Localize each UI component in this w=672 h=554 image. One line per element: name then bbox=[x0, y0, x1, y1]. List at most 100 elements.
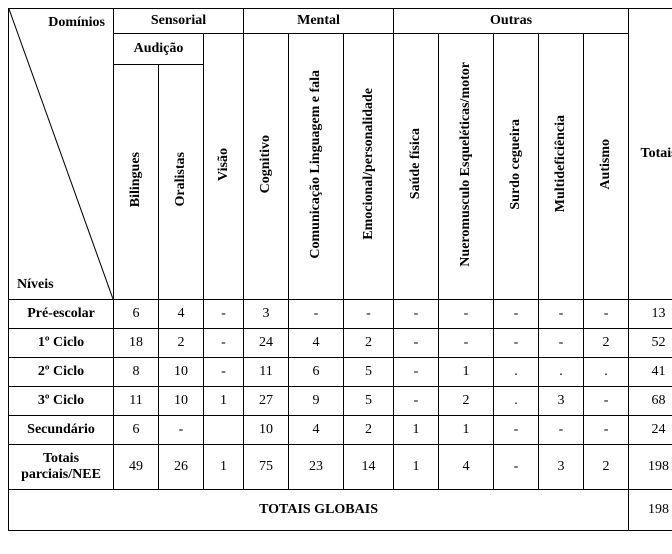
data-cell: 24 bbox=[629, 416, 672, 445]
data-cell: 1 bbox=[439, 358, 494, 387]
row-label: 1º Ciclo bbox=[9, 329, 114, 358]
table-row: 3º Ciclo111012795-2.3-68 bbox=[9, 387, 672, 416]
data-cell: 2 bbox=[159, 329, 204, 358]
data-cell bbox=[204, 416, 244, 445]
data-cell: . bbox=[494, 387, 539, 416]
data-cell: - bbox=[439, 329, 494, 358]
data-cell: - bbox=[494, 329, 539, 358]
data-cell: 10 bbox=[159, 358, 204, 387]
totais-globais-value: 198 bbox=[629, 490, 672, 531]
data-cell: 5 bbox=[344, 358, 394, 387]
data-cell: 5 bbox=[344, 387, 394, 416]
data-cell: . bbox=[494, 358, 539, 387]
data-cell: - bbox=[344, 300, 394, 329]
col-comunicacao: Comunicação Linguagem e fala bbox=[289, 34, 344, 300]
data-cell: - bbox=[204, 329, 244, 358]
data-cell: - bbox=[159, 416, 204, 445]
row-label: Secundário bbox=[9, 416, 114, 445]
data-cell: - bbox=[394, 358, 439, 387]
data-cell: 1 bbox=[394, 416, 439, 445]
data-cell: 10 bbox=[159, 387, 204, 416]
data-cell: - bbox=[539, 329, 584, 358]
row-label: 3º Ciclo bbox=[9, 387, 114, 416]
data-cell: 4 bbox=[289, 329, 344, 358]
totais-globais-label: TOTAIS GLOBAIS bbox=[9, 490, 629, 531]
data-cell: 68 bbox=[629, 387, 672, 416]
data-cell: 2 bbox=[344, 416, 394, 445]
data-cell: - bbox=[289, 300, 344, 329]
corner-cell: Domínios Níveis bbox=[9, 9, 114, 300]
data-cell: - bbox=[584, 300, 629, 329]
data-cell: 1 bbox=[394, 445, 439, 490]
row-label: 2º Ciclo bbox=[9, 358, 114, 387]
table-body: Pré-escolar64-3-------131º Ciclo182-2442… bbox=[9, 300, 672, 490]
data-cell: 6 bbox=[114, 416, 159, 445]
data-cell: 4 bbox=[289, 416, 344, 445]
data-cell: 49 bbox=[114, 445, 159, 490]
data-cell: 3 bbox=[539, 445, 584, 490]
data-cell: . bbox=[584, 358, 629, 387]
data-cell: 3 bbox=[244, 300, 289, 329]
data-cell: - bbox=[494, 300, 539, 329]
col-visao: Visão bbox=[204, 34, 244, 300]
data-cell: 10 bbox=[244, 416, 289, 445]
data-cell: 3 bbox=[539, 387, 584, 416]
col-saude: Saúde física bbox=[394, 34, 439, 300]
data-cell: 4 bbox=[439, 445, 494, 490]
data-cell: - bbox=[394, 329, 439, 358]
table-row: 2º Ciclo810-1165-1...41 bbox=[9, 358, 672, 387]
row-label: Pré-escolar bbox=[9, 300, 114, 329]
data-cell: - bbox=[494, 416, 539, 445]
data-cell: 2 bbox=[344, 329, 394, 358]
data-cell: 9 bbox=[289, 387, 344, 416]
data-cell: 27 bbox=[244, 387, 289, 416]
group-sensorial: Sensorial bbox=[114, 9, 244, 34]
data-cell: 26 bbox=[159, 445, 204, 490]
data-cell: - bbox=[204, 300, 244, 329]
data-cell: 6 bbox=[289, 358, 344, 387]
data-cell: 24 bbox=[244, 329, 289, 358]
data-cell: 11 bbox=[244, 358, 289, 387]
data-cell: - bbox=[584, 387, 629, 416]
data-cell: 13 bbox=[629, 300, 672, 329]
col-oralistas: Oralistas bbox=[159, 65, 204, 300]
data-cell: 8 bbox=[114, 358, 159, 387]
group-audicao: Audição bbox=[114, 34, 204, 65]
data-cell: 2 bbox=[584, 445, 629, 490]
data-cell: - bbox=[539, 300, 584, 329]
data-cell: 198 bbox=[629, 445, 672, 490]
col-bilingues: Bilingues bbox=[114, 65, 159, 300]
col-autismo: Autismo bbox=[584, 34, 629, 300]
data-cell: 2 bbox=[439, 387, 494, 416]
data-cell: . bbox=[539, 358, 584, 387]
data-cell: 41 bbox=[629, 358, 672, 387]
data-cell: 1 bbox=[204, 387, 244, 416]
col-surdo: Surdo cegueira bbox=[494, 34, 539, 300]
col-nueromusculo: Nueromusculo Esqueléticas/motor bbox=[439, 34, 494, 300]
data-table: Domínios Níveis Sensorial Mental Outras … bbox=[8, 8, 672, 531]
table-row: Secundário6-104211---24 bbox=[9, 416, 672, 445]
data-cell: 23 bbox=[289, 445, 344, 490]
data-cell: 4 bbox=[159, 300, 204, 329]
data-cell: 11 bbox=[114, 387, 159, 416]
data-cell: - bbox=[204, 358, 244, 387]
data-cell: 6 bbox=[114, 300, 159, 329]
data-cell: - bbox=[539, 416, 584, 445]
col-totais: Totais bbox=[629, 9, 672, 300]
data-cell: - bbox=[394, 300, 439, 329]
totais-globais-row: TOTAIS GLOBAIS 198 bbox=[9, 490, 672, 531]
data-cell: 1 bbox=[204, 445, 244, 490]
col-cognitivo: Cognitivo bbox=[244, 34, 289, 300]
col-multidef: Multideficiência bbox=[539, 34, 584, 300]
group-mental: Mental bbox=[244, 9, 394, 34]
data-cell: 75 bbox=[244, 445, 289, 490]
group-outras: Outras bbox=[394, 9, 629, 34]
col-emocional: Emocional/personalidade bbox=[344, 34, 394, 300]
data-cell: - bbox=[439, 300, 494, 329]
header-row-1: Domínios Níveis Sensorial Mental Outras … bbox=[9, 9, 672, 34]
data-cell: 1 bbox=[439, 416, 494, 445]
data-cell: 2 bbox=[584, 329, 629, 358]
data-cell: - bbox=[394, 387, 439, 416]
table-row: 1º Ciclo182-2442----252 bbox=[9, 329, 672, 358]
data-cell: 14 bbox=[344, 445, 394, 490]
